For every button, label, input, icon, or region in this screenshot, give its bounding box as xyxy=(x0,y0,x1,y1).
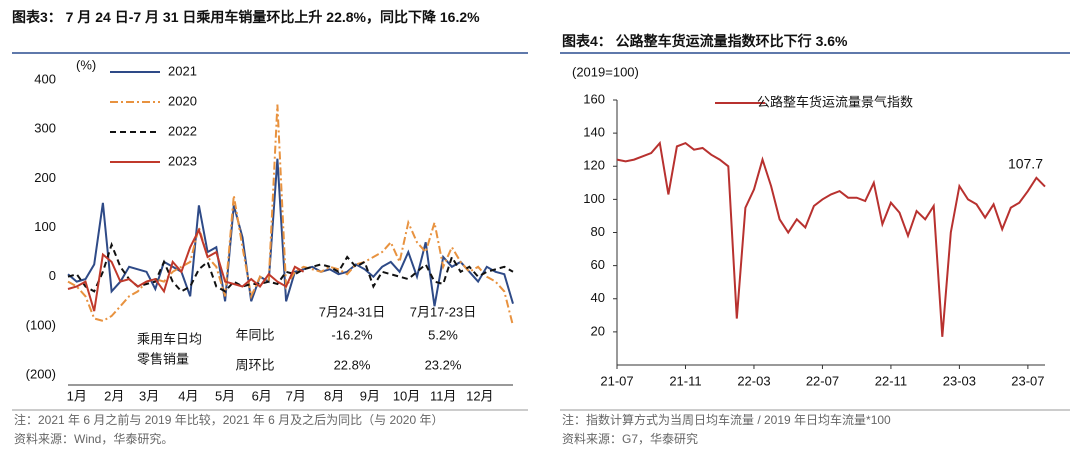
series-line xyxy=(616,140,1046,337)
x-tick-label: 5月 xyxy=(215,388,235,403)
y-tick-label: 140 xyxy=(583,125,605,140)
y-axis-unit: (%) xyxy=(76,57,96,72)
legend-label: 2023 xyxy=(168,153,197,168)
y-tick-label: 300 xyxy=(34,121,56,136)
y-tick-label: 0 xyxy=(49,268,56,283)
annotation: 5.2% xyxy=(428,327,458,342)
series-line xyxy=(67,241,514,293)
x-tick-label: 21-11 xyxy=(669,373,701,388)
legend-label: 2020 xyxy=(168,93,197,108)
y-tick-label: 160 xyxy=(583,91,605,106)
x-tick-label: 23-07 xyxy=(1011,373,1044,388)
data-label: 107.7 xyxy=(1008,155,1043,171)
legend-label: 2021 xyxy=(168,63,197,78)
chart-title: 图表3： 7 月 24 日-7 月 31 日乘用车销量环比上升 22.8%，同比… xyxy=(12,9,480,25)
x-tick-label: 11月 xyxy=(430,388,457,403)
annotation: -16.2% xyxy=(331,327,373,342)
note: 注：指数计算方式为当周日均车流量 / 2019 年日均车流量*100 xyxy=(562,412,891,427)
y-axis-unit: (2019=100) xyxy=(572,64,639,79)
annotation: 23.2% xyxy=(425,357,462,372)
x-tick-label: 8月 xyxy=(324,388,344,403)
annotation: 零售销量 xyxy=(137,351,189,366)
source: 资料来源：G7，华泰研究 xyxy=(562,431,698,446)
series-line xyxy=(67,104,514,327)
annotation: 周环比 xyxy=(235,357,274,372)
legend-label: 公路整车货运流量景气指数 xyxy=(757,94,913,109)
x-tick-label: 22-07 xyxy=(806,373,839,388)
x-tick-label: 21-07 xyxy=(600,373,633,388)
x-tick-label: 2月 xyxy=(104,388,124,403)
series-line xyxy=(67,158,514,307)
x-tick-label: 3月 xyxy=(139,388,159,403)
note: 注：2021 年 6 月之前与 2019 年比较，2021 年 6 月及之后为同… xyxy=(14,412,443,427)
y-tick-label: 120 xyxy=(583,158,605,173)
y-tick-label: (100) xyxy=(26,317,56,332)
y-tick-label: 100 xyxy=(583,191,605,206)
annotation: 乘用车日均 xyxy=(137,331,202,346)
y-tick-label: 40 xyxy=(591,290,605,305)
annotation: 7月17-23日 xyxy=(410,304,476,319)
y-tick-label: 20 xyxy=(591,323,605,338)
x-tick-label: 7月 xyxy=(286,388,306,403)
x-tick-label: 12月 xyxy=(466,388,493,403)
x-tick-label: 9月 xyxy=(360,388,380,403)
x-tick-label: 4月 xyxy=(178,388,198,403)
x-tick-label: 1月 xyxy=(67,388,87,403)
x-tick-label: 22-03 xyxy=(737,373,770,388)
y-tick-label: (200) xyxy=(26,366,56,381)
chart-title: 图表4： 公路整车货运流量指数环比下行 3.6% xyxy=(562,33,848,49)
series-line xyxy=(67,227,305,312)
x-tick-label: 22-11 xyxy=(875,373,907,388)
y-tick-label: 400 xyxy=(34,71,56,86)
y-tick-label: 60 xyxy=(591,257,605,272)
annotation: 22.8% xyxy=(334,357,371,372)
annotation: 年同比 xyxy=(235,327,274,342)
y-tick-label: 80 xyxy=(591,224,605,239)
legend-label: 2022 xyxy=(168,123,197,138)
x-tick-label: 6月 xyxy=(252,388,272,403)
y-tick-label: 100 xyxy=(34,219,56,234)
annotation: 7月24-31日 xyxy=(319,304,385,319)
y-tick-label: 200 xyxy=(34,170,56,185)
x-tick-label: 23-03 xyxy=(943,373,976,388)
x-tick-label: 10月 xyxy=(393,388,420,403)
source: 资料来源：Wind，华泰研究。 xyxy=(14,431,173,446)
